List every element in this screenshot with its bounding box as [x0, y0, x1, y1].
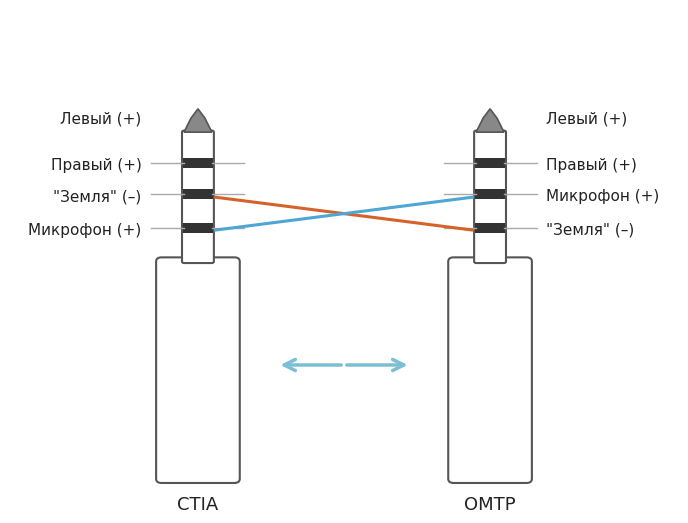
- Polygon shape: [476, 109, 504, 132]
- Bar: [183, 158, 213, 168]
- Bar: [475, 223, 505, 233]
- Polygon shape: [184, 109, 212, 132]
- Text: Микрофон (+): Микрофон (+): [546, 189, 660, 204]
- FancyBboxPatch shape: [474, 131, 506, 263]
- Text: Правый (+): Правый (+): [546, 158, 637, 173]
- Text: "Земля" (–): "Земля" (–): [546, 223, 635, 238]
- Text: Левый (+): Левый (+): [546, 112, 627, 127]
- Bar: [183, 189, 213, 199]
- Bar: [475, 158, 505, 168]
- Text: OMTP: OMTP: [464, 496, 516, 514]
- Text: "Земля" (–): "Земля" (–): [53, 189, 142, 204]
- FancyBboxPatch shape: [156, 257, 240, 483]
- Text: Левый (+): Левый (+): [61, 112, 142, 127]
- Text: CTIA: CTIA: [178, 496, 219, 514]
- Bar: [183, 223, 213, 233]
- FancyBboxPatch shape: [448, 257, 532, 483]
- Text: Микрофон (+): Микрофон (+): [28, 223, 142, 238]
- Bar: [475, 189, 505, 199]
- FancyBboxPatch shape: [182, 131, 214, 263]
- Text: Правый (+): Правый (+): [51, 158, 142, 173]
